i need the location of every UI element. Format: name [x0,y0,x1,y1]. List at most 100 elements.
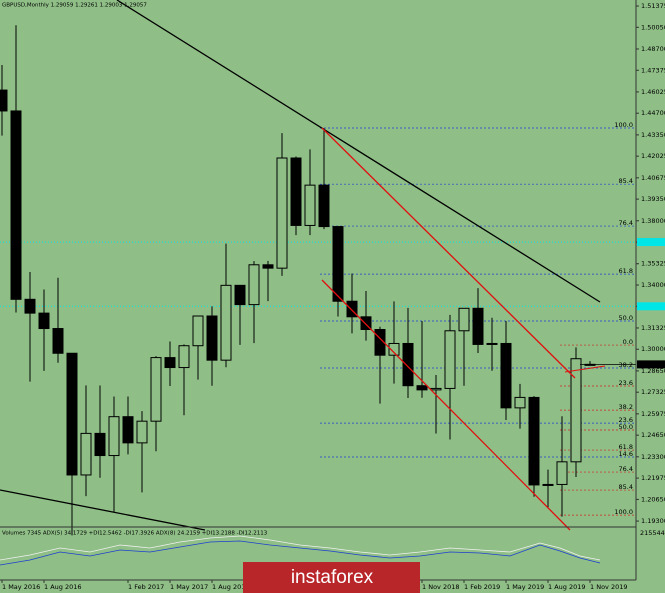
candle-body [178,345,190,369]
candle-body [52,328,64,354]
y-tick-label: 1.25975 [641,410,665,418]
watermark: instaforex [291,567,374,588]
fib-label: 23.6 [619,379,633,387]
x-tick-label: 1 May 2016 [2,583,40,591]
x-tick-label: 1 May 2017 [170,583,208,591]
fib-label: 0.0 [623,338,633,346]
candle-body [318,184,330,228]
candle-body [458,307,470,332]
candle-body [164,357,176,369]
indicator-line [0,535,601,561]
fib-label: 61.8 [619,267,633,275]
candle-body [304,184,316,226]
indicator-label: Volumes 7345 ADX(5) 34.1729 +DI12.5462 -… [2,531,268,537]
y-tick-label: 1.35325 [641,260,665,268]
candle-body [192,315,204,347]
candle-body [444,330,456,389]
x-tick-label: 1 Nov 2019 [590,583,628,591]
x-tick-label: 1 Feb 2017 [128,583,164,591]
candle-body [430,387,442,391]
x-tick-label: 1 May 2019 [506,583,544,591]
chart-title: GBPUSD,Monthly 1.29059 1.29261 1.29003 1… [2,3,147,9]
x-tick-label: 1 Feb 2019 [464,583,500,591]
x-tick-label: 1 Aug 2016 [44,583,82,591]
fib-label: 14.6 [619,450,633,458]
candle-body [276,157,288,269]
candle-body [94,432,106,457]
indicator-line [0,540,601,566]
y-tick-label: 1.27325 [641,388,665,396]
y-tick-label: 1.39350 [641,195,665,203]
y-tick-label: 1.48700 [641,45,665,53]
y-tick-label: 1.31325 [641,324,665,332]
candle-body [416,385,428,391]
candle-body [80,432,92,476]
channel-line [321,127,576,379]
candle-body [402,342,414,387]
candle-body [220,284,232,361]
fib-label: 50.0 [619,314,633,322]
x-tick-label: 1 Aug 2019 [548,583,586,591]
candle-body [514,396,526,409]
y-tick-label: 1.20650 [641,495,665,503]
y-tick-label: 1.46025 [641,88,665,96]
y-tick-label: 1.51375 [641,2,665,10]
y-tick-label: 1.40675 [641,174,665,182]
current-price-box [637,360,665,369]
candle-body [262,264,274,269]
fib-label: 76.4 [619,465,633,473]
candle-body [122,416,134,444]
trend-line [0,489,206,531]
candle-body [206,315,218,361]
candle-body [108,416,120,457]
y-tick-label: 1.34000 [641,281,665,289]
candle-body [136,420,148,444]
candle-body [10,110,22,300]
current-price-label: 1.29057 [641,360,665,368]
fib-label: 100.0 [614,508,633,516]
fib-label: 85.4 [619,177,633,185]
channel-line [321,279,571,531]
candle-body [570,358,582,463]
y-tick-label: 1.47375 [641,66,665,74]
fib-label: 38.2 [619,403,633,411]
fib-label: 61.8 [619,443,633,451]
candle-body [24,298,36,314]
y-tick-label: 1.42025 [641,152,665,160]
y-tick-label: 1.43350 [641,131,665,139]
channel-line [564,365,606,373]
candle-body [248,264,260,306]
candle-body [472,307,484,345]
y-tick-label: 1.23300 [641,453,665,461]
candle-body [500,342,512,409]
candle-body [360,316,372,330]
candle-body [486,342,498,345]
y-tick-label: 1.44700 [641,109,665,117]
y-tick-label: 1.50050 [641,23,665,31]
candle-body [556,461,568,485]
y-tick-label: 1.28650 [641,367,665,375]
y-tick-label: 1.30000 [641,345,665,353]
candle-body [150,357,162,422]
candle-body [0,89,8,112]
candle-body [528,396,540,486]
trend-line [116,0,601,303]
fib-label: 100.0 [614,121,633,129]
fib-label: 76.4 [619,219,633,227]
fib-label: 23.6 [619,416,633,424]
y-tick-label: 1.19300 [641,517,665,525]
y-tick-label: 1.24650 [641,431,665,439]
candle-body [374,328,386,356]
candle-body [542,483,554,486]
candle-body [290,157,302,226]
marked-level-box [637,238,665,247]
x-tick-label: 1 Nov 2018 [422,583,460,591]
candle-body [234,284,246,306]
y-tick-label: 1.38000 [641,217,665,225]
fib-label: 50.0 [619,423,633,431]
candle-body [388,342,400,356]
candle-body [332,226,344,302]
